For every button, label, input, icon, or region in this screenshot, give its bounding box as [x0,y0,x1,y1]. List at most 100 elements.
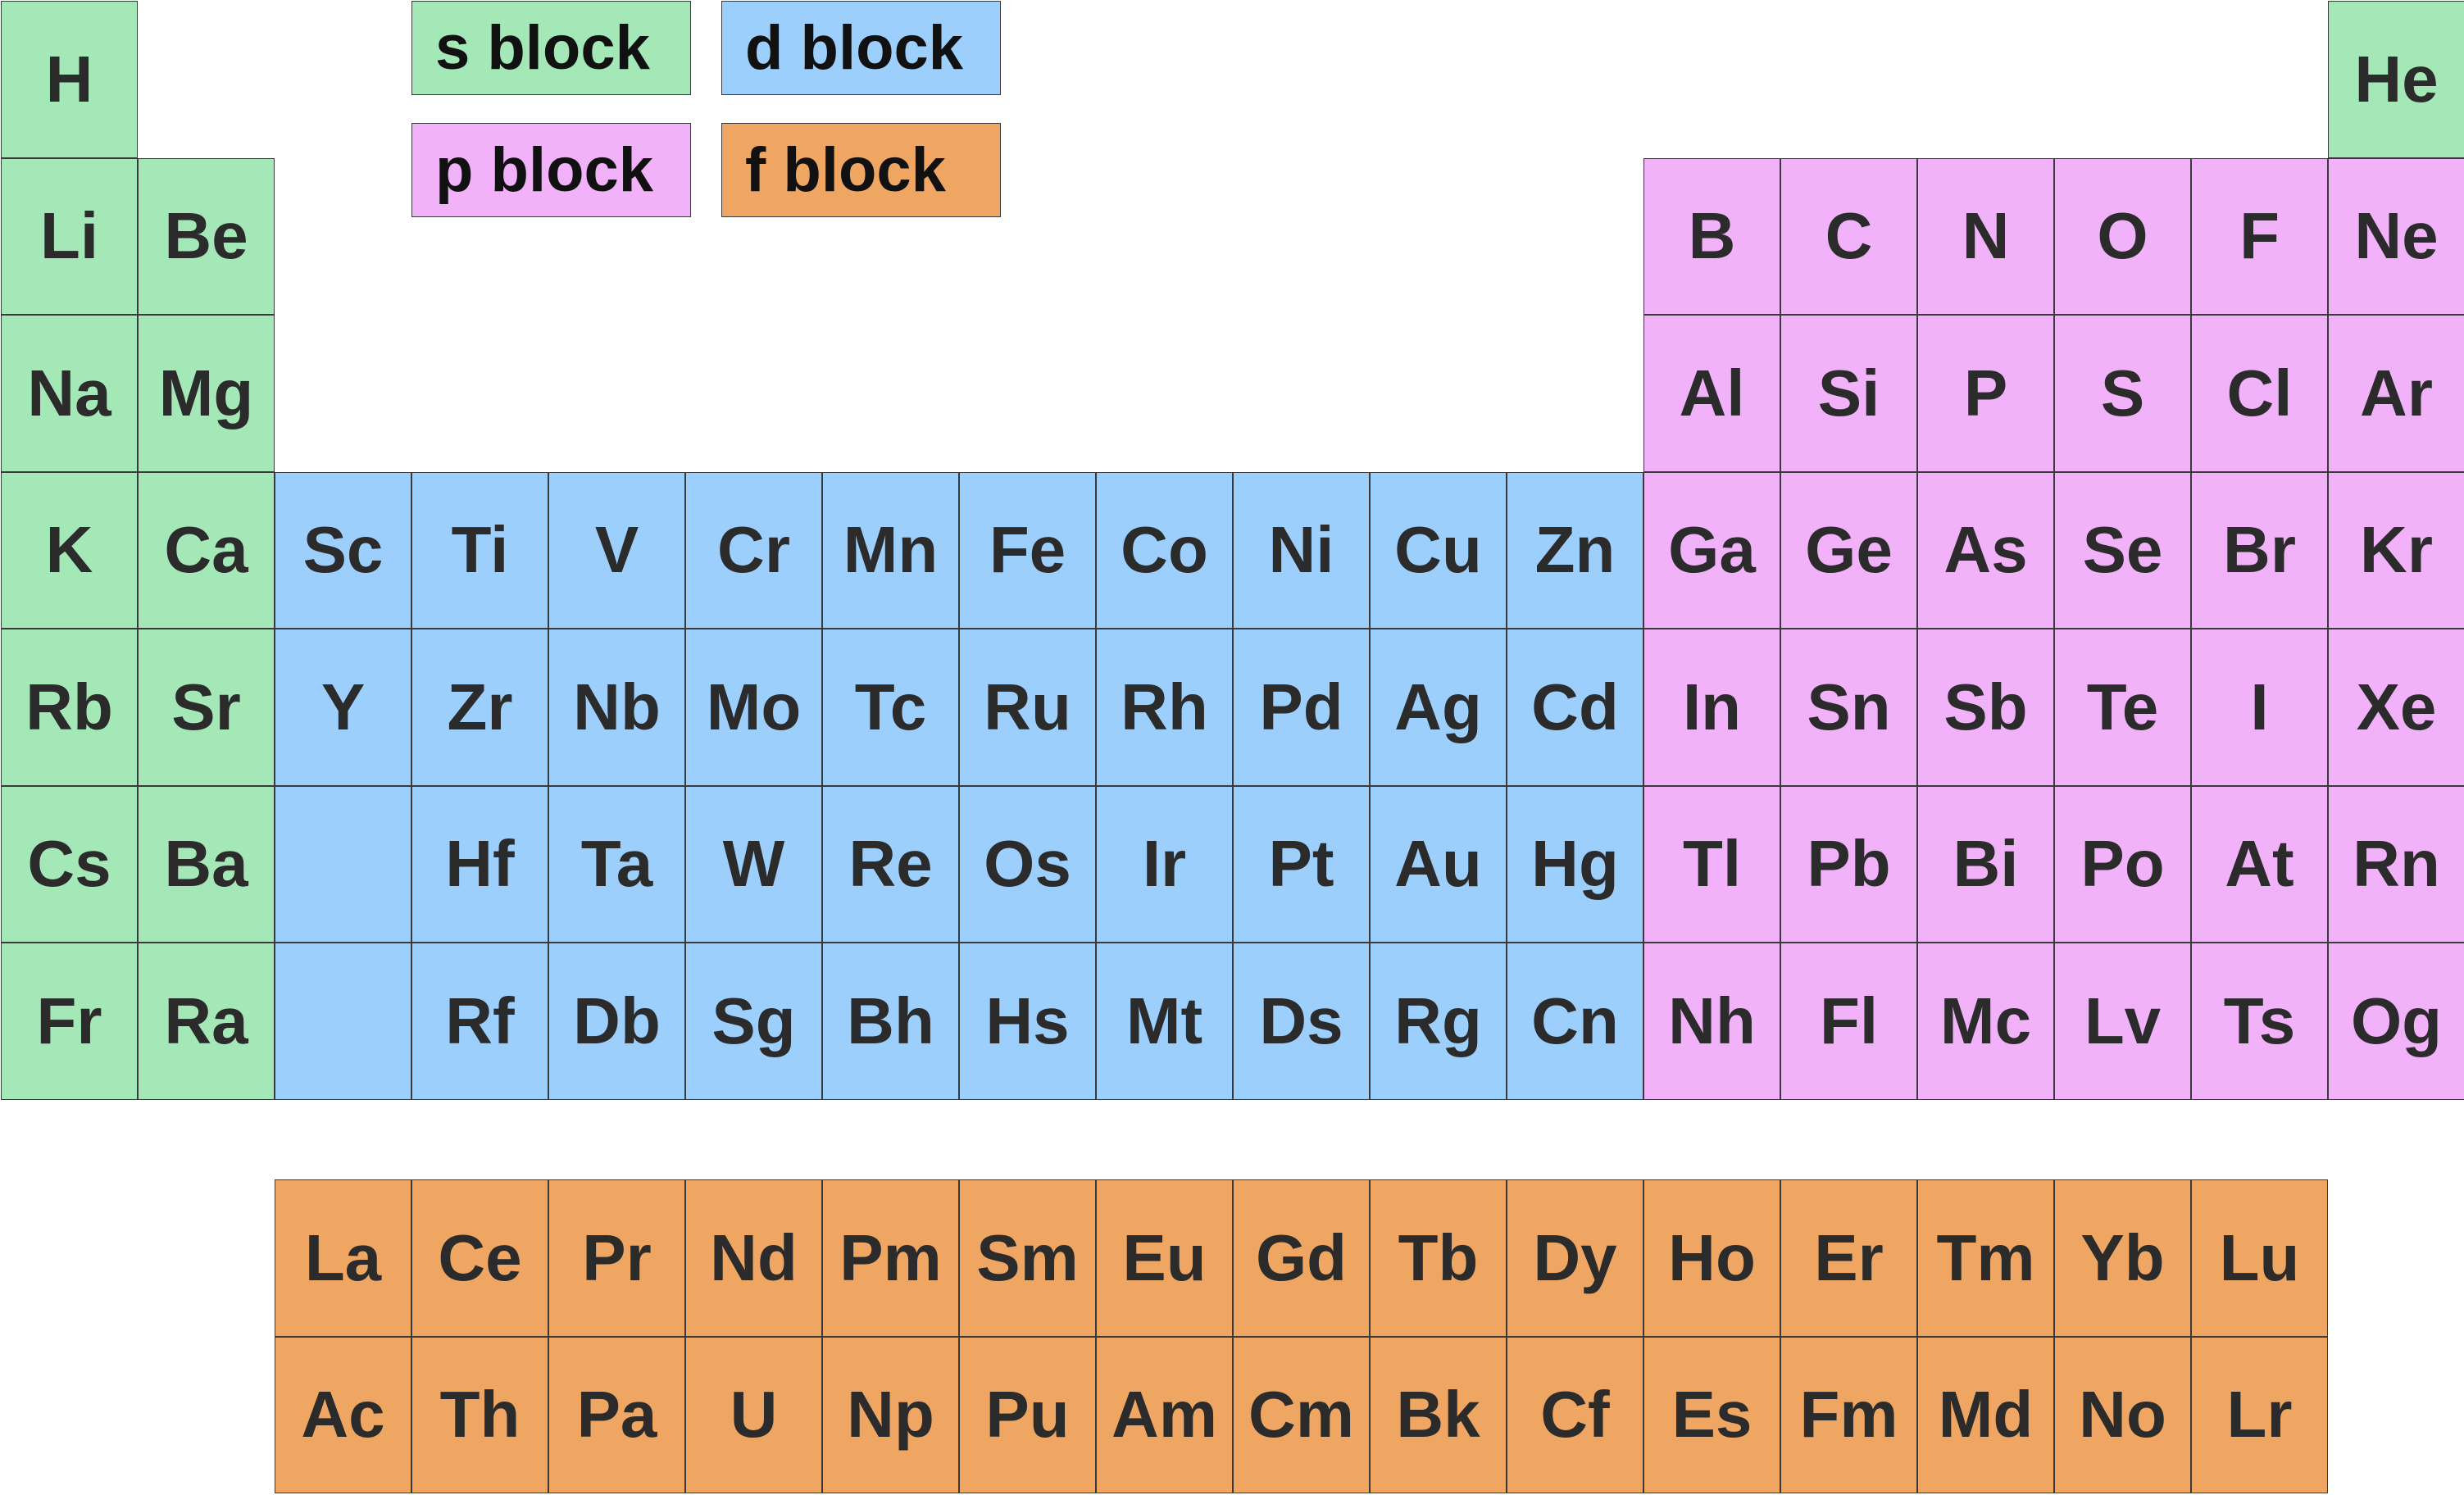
element-mg: Mg [138,315,275,472]
element-ho: Ho [1643,1179,1780,1337]
element-in: In [1643,629,1780,786]
element-pm: Pm [822,1179,959,1337]
element-ca: Ca [138,471,275,629]
element-rb: Rb [1,629,138,786]
element-cs: Cs [1,785,138,943]
element-tb: Tb [1370,1179,1507,1337]
element-rg: Rg [1370,943,1507,1100]
element-ga: Ga [1643,471,1780,629]
element-fm: Fm [1780,1336,1917,1493]
element-es: Es [1643,1336,1780,1493]
element-be: Be [138,157,275,315]
element-ce: Ce [411,1179,548,1337]
element-te: Te [2054,629,2191,786]
element-pb: Pb [1780,785,1917,943]
element-sr: Sr [138,629,275,786]
element-bi: Bi [1917,785,2054,943]
element-mt: Mt [1096,943,1233,1100]
element-tc: Tc [822,629,959,786]
element-hs: Hs [959,943,1096,1100]
element-dy: Dy [1507,1179,1643,1337]
element-cm: Cm [1233,1336,1370,1493]
element-at: At [2191,785,2328,943]
element-cd: Cd [1507,629,1643,786]
element-no: No [2054,1336,2191,1493]
legend-label: s block [435,13,650,83]
element-w: W [685,785,822,943]
element-zr: Zr [411,629,548,786]
element-zn: Zn [1507,471,1643,629]
element-gd: Gd [1233,1179,1370,1337]
element-sn: Sn [1780,629,1917,786]
element-pu: Pu [959,1336,1096,1493]
element-sb: Sb [1917,629,2054,786]
element-co: Co [1096,471,1233,629]
element-og: Og [2328,943,2464,1100]
legend-label: p block [435,135,654,205]
element-ds: Ds [1233,943,1370,1100]
element-ba: Ba [138,785,275,943]
element-ir: Ir [1096,785,1233,943]
element-hf: Hf [411,785,548,943]
element-s: S [2054,315,2191,472]
element-fl: Fl [1780,943,1917,1100]
element-rn: Rn [2328,785,2464,943]
element-md: Md [1917,1336,2054,1493]
element-am: Am [1096,1336,1233,1493]
element-pa: Pa [548,1336,685,1493]
element-mn: Mn [822,471,959,629]
legend-s-block: s block [411,1,691,95]
element-cl: Cl [2191,315,2328,472]
element-tm: Tm [1917,1179,2054,1337]
element-v: V [548,471,685,629]
element-kr: Kr [2328,471,2464,629]
element-c: C [1780,157,1917,315]
element-pt: Pt [1233,785,1370,943]
legend-label: f block [745,135,946,205]
element-cf: Cf [1507,1336,1643,1493]
element-sg: Sg [685,943,822,1100]
element-th: Th [411,1336,548,1493]
element-lv: Lv [2054,943,2191,1100]
element-nh: Nh [1643,943,1780,1100]
element-b: B [1643,157,1780,315]
element-ag: Ag [1370,629,1507,786]
element-po: Po [2054,785,2191,943]
element-ne: Ne [2328,157,2464,315]
element-bk: Bk [1370,1336,1507,1493]
legend-d-block: d block [721,1,1001,95]
element-xe: Xe [2328,629,2464,786]
element-he: He [2328,1,2464,158]
element-mc: Mc [1917,943,2054,1100]
legend-p-block: p block [411,123,691,217]
element-as: As [1917,471,2054,629]
element-db: Db [548,943,685,1100]
element-au: Au [1370,785,1507,943]
element-br: Br [2191,471,2328,629]
element-h: H [1,1,138,158]
element-fr: Fr [1,943,138,1100]
element-k: K [1,471,138,629]
element-p: P [1917,315,2054,472]
element-cr: Cr [685,471,822,629]
element-ge: Ge [1780,471,1917,629]
element-eu: Eu [1096,1179,1233,1337]
element-pd: Pd [1233,629,1370,786]
element-tl: Tl [1643,785,1780,943]
legend-f-block: f block [721,123,1001,217]
element-placeholder [275,943,411,1100]
element-np: Np [822,1336,959,1493]
element-cu: Cu [1370,471,1507,629]
element-er: Er [1780,1179,1917,1337]
element-placeholder [275,785,411,943]
element-bh: Bh [822,943,959,1100]
element-se: Se [2054,471,2191,629]
element-re: Re [822,785,959,943]
element-fe: Fe [959,471,1096,629]
element-o: O [2054,157,2191,315]
element-cn: Cn [1507,943,1643,1100]
element-lu: Lu [2191,1179,2328,1337]
element-n: N [1917,157,2054,315]
element-li: Li [1,157,138,315]
